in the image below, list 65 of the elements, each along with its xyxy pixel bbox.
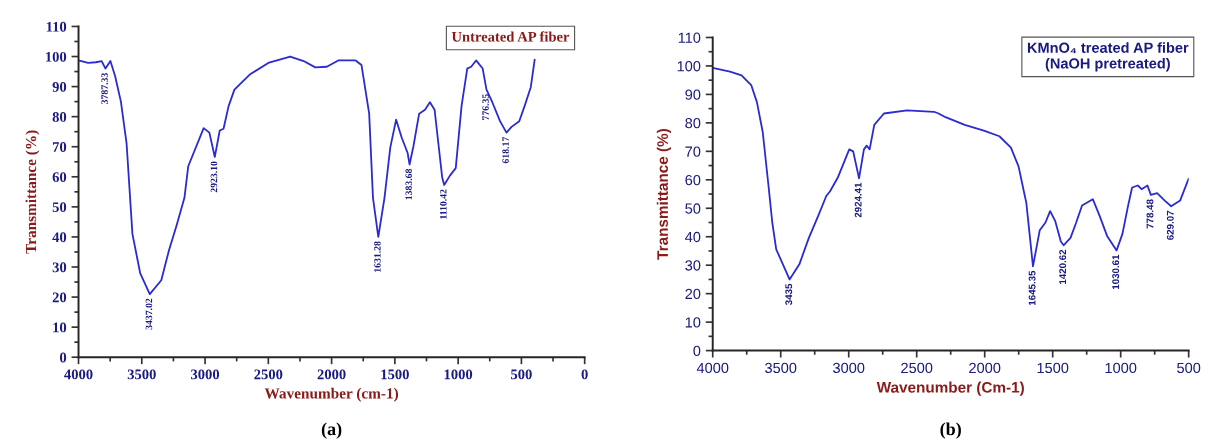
y-axis-title: Transmittance (%) (25, 130, 40, 254)
x-tick-label: 500 (511, 369, 532, 380)
annotation: 1030.61 (1112, 254, 1120, 290)
y-tick-label: 100 (677, 61, 701, 72)
y-tick-label: 80 (685, 117, 701, 129)
x-tick-label: 2500 (901, 362, 933, 374)
y-tick-label: 110 (678, 32, 701, 43)
y-tick-label: 100 (46, 51, 67, 62)
annotation: 3787.33 (101, 73, 108, 104)
y-tick-label: 70 (52, 142, 67, 152)
y-tick-label: 20 (685, 288, 701, 300)
y-tick-label: 110 (46, 21, 67, 32)
annotation: 2924.41 (854, 182, 862, 218)
y-tick-label: 40 (52, 232, 67, 243)
annotation: 1420.62 (1059, 249, 1067, 284)
annotation: 3437.02 (145, 298, 153, 330)
annotation: 1631.28 (374, 241, 381, 272)
x-tick-label: 2000 (317, 369, 346, 380)
y-tick-label: 80 (52, 112, 67, 122)
annotation: 618.17 (502, 137, 509, 164)
y-tick-label: 50 (52, 202, 67, 213)
annotation: 1645.35 (1028, 270, 1036, 306)
y-tick-label: 60 (685, 174, 701, 186)
y-tick-label: 20 (52, 292, 67, 303)
y-tick-label: 30 (52, 262, 67, 273)
annotation: 1110.42 (440, 189, 447, 219)
x-tick-label: 1000 (1105, 362, 1137, 374)
y-tick-label: 0 (59, 352, 67, 363)
annotation: 778.48 (1146, 199, 1154, 229)
text: (a) (321, 422, 342, 439)
y-axis-title: Transmittance (%) (656, 129, 672, 260)
x-tick-label: 1500 (1037, 362, 1069, 374)
y-tick-label: 50 (685, 203, 701, 214)
y-tick-label: 30 (685, 260, 701, 271)
x-tick-label: 3000 (833, 362, 865, 374)
x-axis-title: Wavenumber (Cm-1) (876, 381, 1024, 396)
x-tick-label: 3000 (191, 369, 220, 380)
y-tick-label: 90 (685, 89, 701, 100)
chart-title: Untreated AP fiber (451, 31, 570, 42)
x-tick-label: 4000 (64, 369, 93, 380)
x-tick-label: 500 (1177, 362, 1201, 374)
y-tick-label: 90 (52, 81, 67, 92)
annotation: 2923.10 (210, 161, 218, 193)
y-tick-label: 70 (685, 146, 701, 157)
y-tick-label: 0 (693, 345, 701, 357)
x-tick-label: 2000 (969, 362, 1001, 374)
x-tick-label: 2500 (254, 369, 283, 380)
x-tick-label: 3500 (127, 369, 156, 380)
annotation: 1383.68 (405, 168, 413, 200)
x-tick-label: 1500 (381, 369, 409, 380)
y-tick-label: 40 (685, 231, 701, 243)
line-series (78, 55, 536, 295)
annotation: 3435 (785, 283, 793, 305)
x-tick-label: 1000 (444, 369, 473, 380)
x-tick-label: 4000 (696, 362, 729, 374)
text: (b) (940, 422, 961, 439)
x-tick-label: 0 (581, 369, 588, 380)
annotation: 629.07 (1166, 210, 1174, 240)
annotation: 776.35 (482, 94, 489, 120)
y-tick-label: 60 (52, 172, 67, 182)
y-tick-label: 10 (53, 322, 67, 333)
x-axis-title: Wavenumber (cm-1) (264, 387, 399, 402)
x-tick-label: 3500 (765, 362, 797, 374)
text: KMnO₄ treated AP fiber (NaOH pretreated) (1027, 42, 1189, 72)
y-tick-label: 10 (685, 317, 701, 328)
